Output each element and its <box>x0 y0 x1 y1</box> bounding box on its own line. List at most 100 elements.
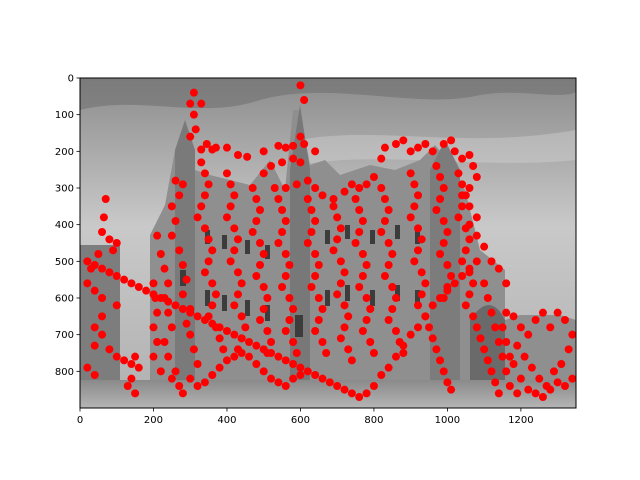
data-point <box>391 140 400 148</box>
data-point <box>480 345 489 354</box>
data-point <box>329 246 338 255</box>
data-point <box>90 286 99 295</box>
data-point <box>362 180 371 189</box>
data-point <box>296 81 305 90</box>
data-point <box>388 250 397 258</box>
y-tick-label: 600 <box>55 294 74 305</box>
data-point <box>362 294 371 302</box>
data-point <box>421 312 430 321</box>
y-tick-label: 500 <box>55 257 74 268</box>
data-point <box>193 312 202 321</box>
data-point <box>233 151 242 159</box>
data-point <box>252 341 261 350</box>
data-point <box>516 374 525 383</box>
data-point <box>454 169 463 178</box>
data-point <box>443 228 452 236</box>
data-point <box>167 231 176 240</box>
data-point <box>208 279 217 288</box>
data-point <box>204 235 213 244</box>
data-point <box>281 356 290 365</box>
x-axis: 0 200 400 600 800 1000 1200 <box>77 408 534 426</box>
data-point <box>414 224 423 233</box>
data-point <box>428 334 437 343</box>
data-point <box>222 356 231 365</box>
data-point <box>98 330 107 339</box>
data-point <box>171 176 180 185</box>
data-point <box>436 250 445 258</box>
data-point <box>314 294 323 302</box>
data-point <box>377 184 386 192</box>
data-point <box>281 217 290 225</box>
data-point <box>549 367 558 376</box>
data-point <box>520 352 529 361</box>
data-point <box>531 316 540 324</box>
data-point <box>377 371 386 379</box>
data-point <box>358 327 367 335</box>
data-point <box>458 180 467 189</box>
data-point <box>399 136 408 145</box>
data-point <box>425 323 434 332</box>
y-tick-label: 800 <box>55 367 74 378</box>
data-point <box>289 305 298 313</box>
data-point <box>443 283 452 291</box>
data-point <box>329 202 338 211</box>
data-point <box>281 272 290 280</box>
data-point <box>480 279 489 288</box>
data-point <box>153 308 162 317</box>
data-point <box>502 279 511 288</box>
data-point <box>303 176 312 185</box>
data-point <box>384 239 393 247</box>
data-point <box>384 206 393 214</box>
data-point <box>443 378 452 387</box>
data-point <box>123 382 132 390</box>
data-point <box>377 228 386 236</box>
data-point <box>200 378 209 387</box>
data-point <box>259 367 268 376</box>
data-point <box>248 184 257 192</box>
data-point <box>164 279 173 288</box>
data-point <box>538 308 547 317</box>
data-point <box>256 206 265 214</box>
data-point <box>432 162 441 170</box>
data-point <box>417 235 426 244</box>
data-point <box>186 374 195 383</box>
data-point <box>340 268 349 277</box>
data-point <box>303 239 312 247</box>
data-point <box>256 239 265 247</box>
data-point <box>336 334 345 343</box>
x-tick-label: 800 <box>364 415 383 426</box>
data-point <box>202 140 211 148</box>
data-point <box>358 217 367 225</box>
data-point <box>175 191 184 200</box>
data-point <box>186 132 195 141</box>
y-tick-label: 400 <box>55 220 74 231</box>
data-point <box>208 301 217 310</box>
data-point <box>469 162 478 170</box>
data-point <box>186 305 195 313</box>
data-point <box>546 323 555 332</box>
data-point <box>494 338 503 346</box>
data-point <box>120 275 129 284</box>
data-point <box>98 264 107 273</box>
data-point <box>252 360 261 368</box>
data-point <box>98 294 107 302</box>
data-point <box>226 180 235 189</box>
data-point <box>465 184 474 192</box>
data-point <box>366 305 375 313</box>
data-point <box>142 286 151 295</box>
data-point <box>274 378 283 387</box>
data-point <box>410 180 419 189</box>
data-point <box>465 235 474 244</box>
data-point <box>362 389 371 398</box>
data-point <box>414 246 423 255</box>
data-point <box>421 279 430 288</box>
data-point <box>325 378 334 387</box>
data-point <box>391 327 400 335</box>
data-point <box>259 169 268 178</box>
data-point <box>296 363 305 372</box>
data-point <box>513 341 522 350</box>
data-point <box>83 279 92 288</box>
data-point <box>245 352 254 361</box>
data-point <box>450 279 459 288</box>
data-point <box>303 367 312 376</box>
